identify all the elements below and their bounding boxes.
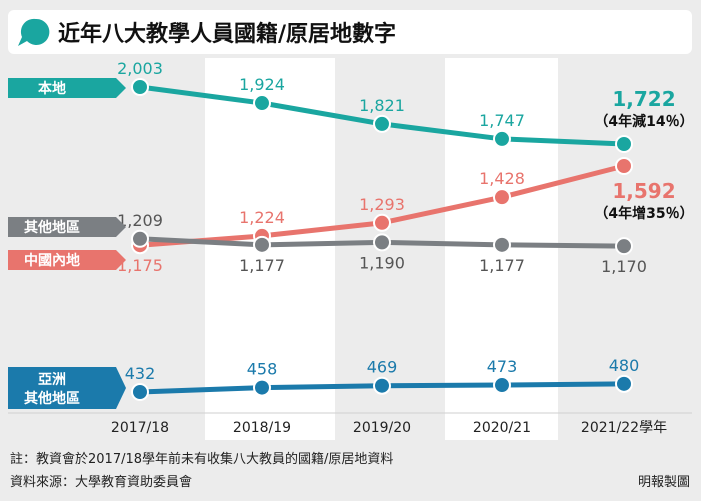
- data-point: [131, 383, 149, 401]
- data-point: [373, 114, 391, 133]
- x-tick-label: 2019/20: [353, 420, 411, 436]
- data-label: 1,821: [359, 96, 405, 115]
- column-band: [205, 58, 335, 440]
- data-point: [131, 78, 149, 96]
- change-note: （4年增35％）: [594, 205, 693, 222]
- data-label: 432: [125, 364, 156, 383]
- data-label: 458: [247, 360, 278, 379]
- data-point: [493, 235, 511, 254]
- data-point: [493, 376, 511, 395]
- data-label: 473: [487, 357, 518, 376]
- x-tick-label: 2017/18: [111, 420, 169, 436]
- legend-box: [8, 250, 116, 270]
- legend-arrow: [116, 250, 126, 270]
- legend-box: [8, 217, 116, 237]
- x-tick-label: 2021/22學年: [581, 420, 667, 436]
- data-point: [493, 188, 511, 207]
- legend-label: 本地: [38, 80, 66, 97]
- data-label: 1,170: [601, 257, 647, 276]
- data-point: [373, 233, 391, 252]
- data-label: 2,003: [117, 59, 163, 78]
- data-point: [615, 157, 633, 175]
- footnote: 註：教資會於2017/18學年前未有收集八大教員的國籍/原居地資料: [10, 451, 393, 467]
- data-label: 1,293: [359, 195, 405, 214]
- credit: 明報製圖: [638, 475, 690, 490]
- data-point: [615, 135, 633, 153]
- legend-arrow: [116, 217, 126, 237]
- data-point: [615, 237, 633, 256]
- data-label: 1,428: [479, 169, 525, 188]
- data-point: [373, 376, 391, 395]
- data-point: [373, 213, 391, 232]
- data-point: [493, 129, 511, 148]
- data-point: [253, 235, 271, 254]
- legend-label: 中國內地: [24, 252, 80, 269]
- legend-label: 亞洲: [38, 372, 66, 388]
- change-note: （4年減14％）: [594, 113, 693, 130]
- data-label: 1,177: [479, 256, 525, 275]
- title-bar: [8, 10, 692, 54]
- data-point: [253, 94, 271, 113]
- data-point: [615, 374, 633, 393]
- legend-box: [8, 367, 116, 409]
- data-label: 469: [367, 358, 398, 377]
- legend-arrow: [116, 367, 126, 409]
- source-note: 資料來源：大學教育資助委員會: [10, 474, 192, 490]
- legend-box: [8, 78, 116, 98]
- data-label-highlight: 1,592: [612, 179, 675, 203]
- legend-label: 其他地區: [24, 390, 80, 407]
- legend-label: 其他地區: [24, 219, 80, 236]
- x-tick-label: 2020/21: [473, 420, 531, 436]
- legend-arrow: [116, 78, 126, 98]
- data-label: 1,177: [239, 256, 285, 275]
- data-label: 480: [609, 356, 640, 375]
- data-point: [253, 378, 271, 397]
- data-label: 1,747: [479, 111, 525, 130]
- speech-bubble-icon: [18, 18, 50, 46]
- data-label: 1,224: [239, 208, 285, 227]
- data-label-highlight: 1,722: [612, 87, 675, 111]
- data-label: 1,209: [117, 211, 163, 230]
- data-label: 1,924: [239, 75, 285, 94]
- data-label: 1,175: [117, 256, 163, 275]
- page-title: 近年八大教學人員國籍/原居地數字: [58, 21, 396, 47]
- x-tick-label: 2018/19: [233, 420, 291, 436]
- data-label: 1,190: [359, 253, 405, 272]
- data-point: [131, 229, 149, 248]
